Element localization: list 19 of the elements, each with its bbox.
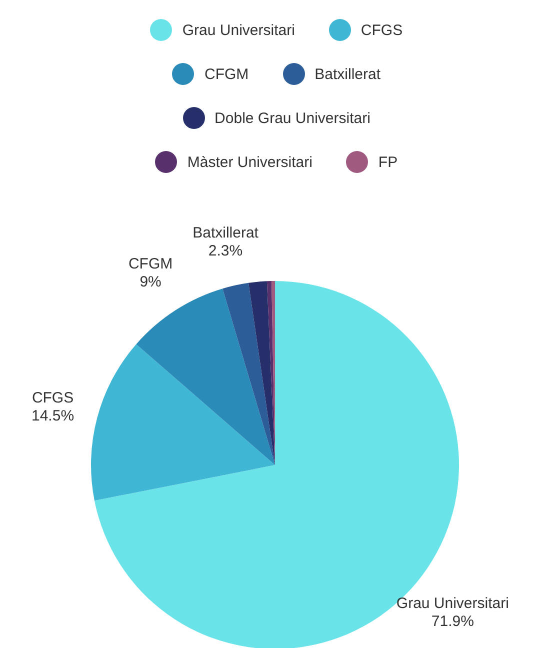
slice-label: Batxillerat <box>192 224 260 242</box>
pie-slice <box>248 281 275 465</box>
pie-slice <box>222 282 275 465</box>
legend-label: CFGM <box>204 66 249 82</box>
pie-slice <box>91 344 275 501</box>
slice-label: CFGS <box>32 390 74 407</box>
data-label: 9% <box>140 274 162 291</box>
slice-label: CFGM <box>128 256 173 273</box>
data-label: 71.9% <box>431 613 474 630</box>
legend-label: Doble Grau Universitari <box>214 110 370 126</box>
legend-label: Màster Universitari <box>187 154 312 170</box>
pie-slice <box>136 288 275 465</box>
legend-label: Batxillerat <box>314 66 381 82</box>
slice-label: Grau Universitari <box>396 595 509 612</box>
data-label: 14.5% <box>32 408 74 425</box>
legend-label: Grau Universitari <box>182 22 295 38</box>
data-label: 2.3% <box>208 242 243 260</box>
legend-label: FP <box>378 154 398 170</box>
legend-label: CFGS <box>360 22 403 38</box>
